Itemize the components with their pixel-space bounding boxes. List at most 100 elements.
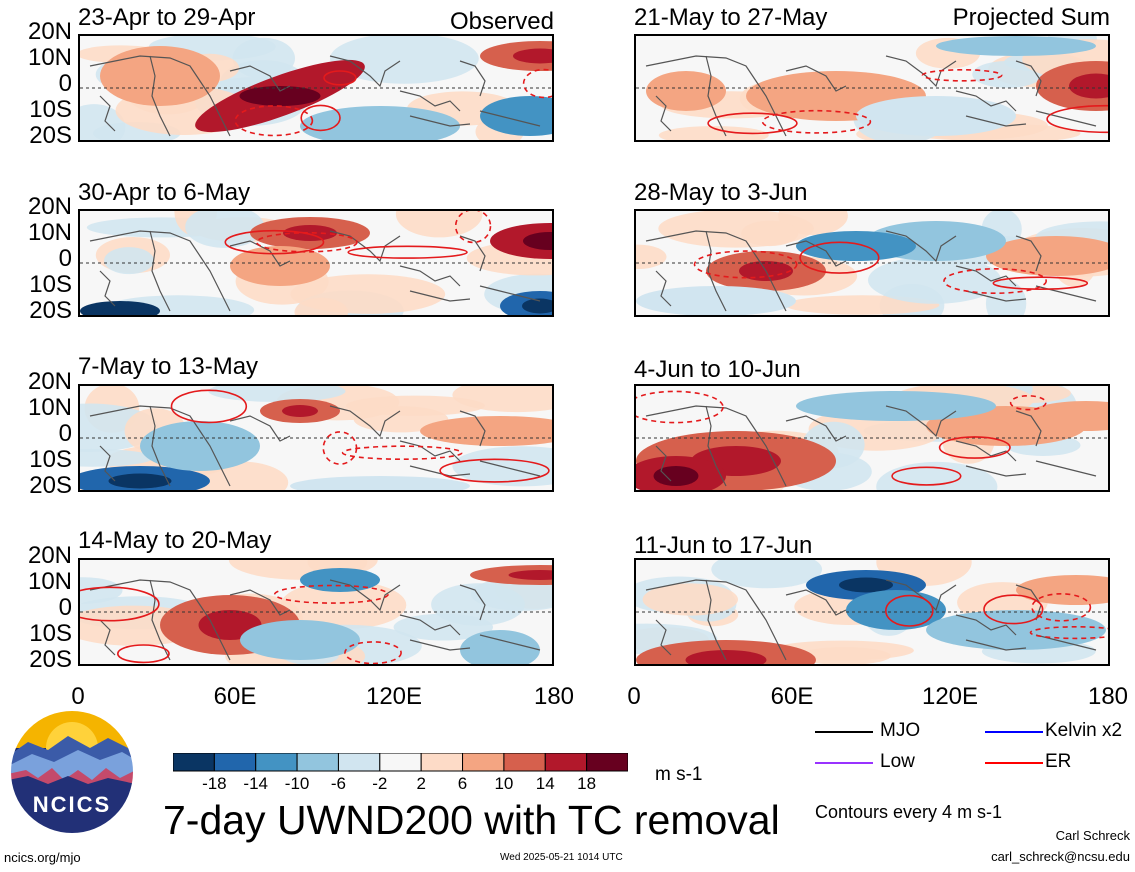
anomaly-core	[796, 391, 996, 421]
er-contour	[1046, 104, 1108, 134]
anomaly-core	[856, 96, 1016, 136]
er-contour	[454, 211, 492, 244]
colorbar-tick: -6	[330, 774, 347, 793]
lat-tick-20s: 20S	[29, 472, 72, 499]
lon-tick-120e-left: 120E	[365, 683, 423, 710]
lon-tick-180-left: 180	[533, 683, 575, 710]
anomaly-core	[636, 286, 796, 315]
anomaly-field	[711, 560, 823, 589]
coastline	[655, 619, 672, 656]
er-contour	[234, 105, 314, 137]
er-contour	[799, 241, 880, 274]
coastline	[785, 65, 847, 92]
author-email[interactable]: carl_schreck@ncsu.edu	[991, 849, 1130, 864]
colorbar	[172, 752, 629, 778]
er-contour	[273, 584, 389, 604]
colorbar-swatch	[503, 752, 546, 772]
coastline	[329, 405, 401, 438]
coastline	[99, 619, 116, 656]
map-panel-4	[78, 558, 554, 666]
er-contour	[1029, 626, 1108, 640]
coastline	[149, 230, 171, 312]
anomaly-core	[646, 71, 726, 111]
er-contour	[323, 70, 357, 86]
timestamp: Wed 2025-05-21 1014 UTC	[500, 852, 623, 863]
er-contour	[80, 586, 160, 622]
colorbar-tick: 2	[416, 774, 426, 793]
er-contour	[707, 112, 798, 135]
coastline	[99, 95, 116, 132]
colorbar-swatch	[255, 752, 298, 772]
er-contour	[1031, 592, 1092, 622]
lat-tick-10s: 10S	[29, 271, 72, 298]
anomaly-core	[490, 223, 552, 259]
panel-title-4: 14-May to 20-May	[78, 527, 272, 554]
er-contour	[439, 458, 550, 483]
anomaly-field	[741, 220, 799, 247]
projected-label: Projected Sum	[952, 4, 1110, 31]
coastline	[399, 614, 461, 636]
coastline	[89, 405, 231, 487]
coastline	[645, 230, 787, 312]
lon-tick-0-right: 0	[627, 683, 641, 710]
anomaly-core	[100, 46, 220, 106]
coastline	[399, 90, 461, 112]
panel-title-2: 30-Apr to 6-May	[78, 179, 251, 206]
anomaly-field	[452, 386, 552, 413]
lat-tick-10s: 10S	[29, 620, 72, 647]
lat-tick-10n: 10N	[27, 394, 72, 421]
colorbar-tick: 14	[535, 774, 555, 793]
colorbar-swatch	[462, 752, 505, 772]
colorbar-tick: -18	[202, 774, 227, 793]
lat-tick-0: 0	[58, 70, 72, 97]
site-link[interactable]: ncics.org/mjo	[4, 850, 81, 865]
anomaly-field	[294, 297, 349, 315]
anomaly-core	[480, 96, 552, 136]
map-panel-5	[634, 34, 1110, 142]
lat-tick-10s: 10S	[29, 96, 72, 123]
ncics-logo: NCICS	[8, 708, 136, 836]
anomaly-field	[104, 247, 154, 275]
coastline	[99, 270, 116, 307]
er-contour	[693, 250, 798, 279]
colorbar-swatch	[337, 752, 381, 772]
er-contour	[341, 445, 463, 460]
panel-title-7: 4-Jun to 10-Jun	[634, 356, 801, 383]
coastline	[885, 55, 957, 88]
coastline	[479, 460, 541, 477]
colorbar-swatch	[379, 752, 422, 772]
colorbar-tick: -10	[284, 774, 310, 793]
lat-tick-10n: 10N	[27, 568, 72, 595]
anomaly-core	[986, 236, 1108, 276]
lon-tick-60e-right: 60E	[770, 683, 814, 710]
anomaly-field	[185, 211, 265, 248]
anomaly-core	[936, 36, 1096, 56]
anomaly-field	[80, 104, 126, 140]
anomaly-core	[846, 590, 946, 630]
panel-title-1: 23-Apr to 29-Apr	[78, 4, 256, 31]
coastline	[409, 115, 471, 127]
coastline	[229, 65, 291, 92]
coastline	[89, 579, 231, 661]
anomaly-core	[460, 630, 540, 664]
coastline	[705, 405, 727, 487]
coastline	[705, 230, 727, 312]
colorbar-swatch	[544, 752, 588, 772]
coastline	[479, 110, 541, 127]
er-contour	[117, 644, 170, 664]
anomaly-core	[290, 476, 470, 490]
coastline	[645, 579, 787, 661]
anomaly-field	[353, 406, 449, 433]
coastline	[705, 55, 727, 137]
panel-title-3: 7-May to 13-May	[78, 353, 259, 380]
map-panel-2	[78, 209, 554, 317]
lat-tick-10s: 10S	[29, 446, 72, 473]
colorbar-tick: -2	[372, 774, 388, 793]
coastline	[409, 290, 471, 302]
units-label: m s-1	[655, 764, 703, 785]
er-contour	[884, 594, 934, 627]
author: Carl Schreck	[1055, 828, 1130, 843]
anomaly-core	[1016, 575, 1108, 605]
er-contour	[992, 276, 1089, 290]
lat-tick-20s: 20S	[29, 122, 72, 149]
